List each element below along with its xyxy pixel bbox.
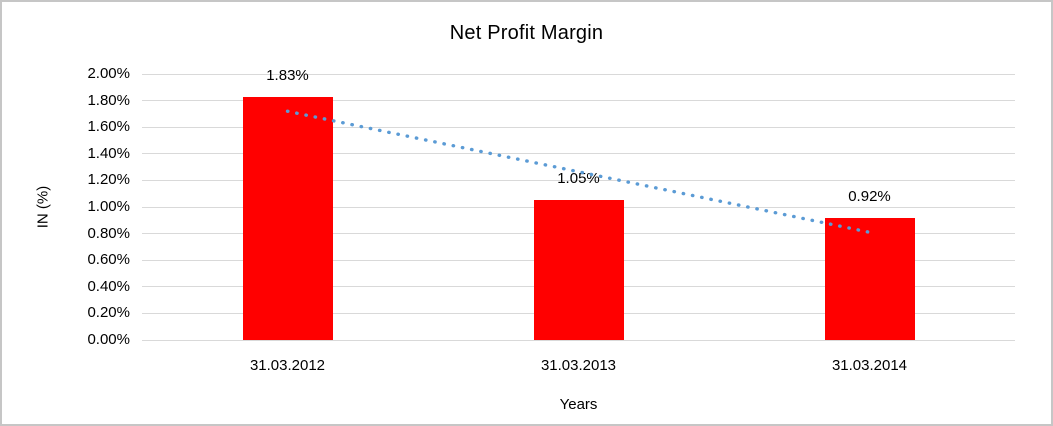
y-axis-tick-label: 0.80% <box>87 224 130 242</box>
gridline <box>142 153 1015 155</box>
y-axis-tick-label: 1.00% <box>87 198 130 215</box>
x-axis-category-label: 31.03.2013 <box>540 357 617 374</box>
chart-title: Net Profit Margin <box>449 22 604 44</box>
y-axis-tick-label: 0.20% <box>87 304 130 322</box>
gridline <box>142 339 1015 341</box>
y-axis-tick-label: 1.40% <box>87 144 130 162</box>
y-axis-tick-label: 1.20% <box>87 171 130 189</box>
bar-data-label: 0.92% <box>848 187 891 205</box>
x-axis-category-label: 31.03.2012 <box>249 357 326 374</box>
y-axis-tick-label: 0.40% <box>87 277 130 295</box>
y-axis-tick-label: 1.80% <box>87 91 130 109</box>
bar-data-label: 1.83% <box>266 66 309 84</box>
y-axis-tick-label: 1.60% <box>87 118 130 136</box>
y-axis-tick-label: 2.00% <box>87 65 130 82</box>
y-axis-tick-label: 0.60% <box>87 251 130 269</box>
gridline <box>142 100 1015 102</box>
bar-31.03.2012 <box>242 96 333 340</box>
gridline <box>142 73 1015 75</box>
plot-area: 1.83% 1.05% 0.92% <box>142 67 1015 341</box>
bar-31.03.2014 <box>824 217 915 340</box>
gridline <box>142 126 1015 128</box>
y-axis-tick-label: 0.00% <box>87 331 130 348</box>
bar-data-label: 1.05% <box>557 170 600 188</box>
bar-31.03.2013 <box>533 200 624 340</box>
x-axis-title: Years <box>559 396 598 413</box>
x-axis-category-label: 31.03.2014 <box>831 357 908 374</box>
gridline <box>142 179 1015 181</box>
trendline <box>285 109 872 234</box>
